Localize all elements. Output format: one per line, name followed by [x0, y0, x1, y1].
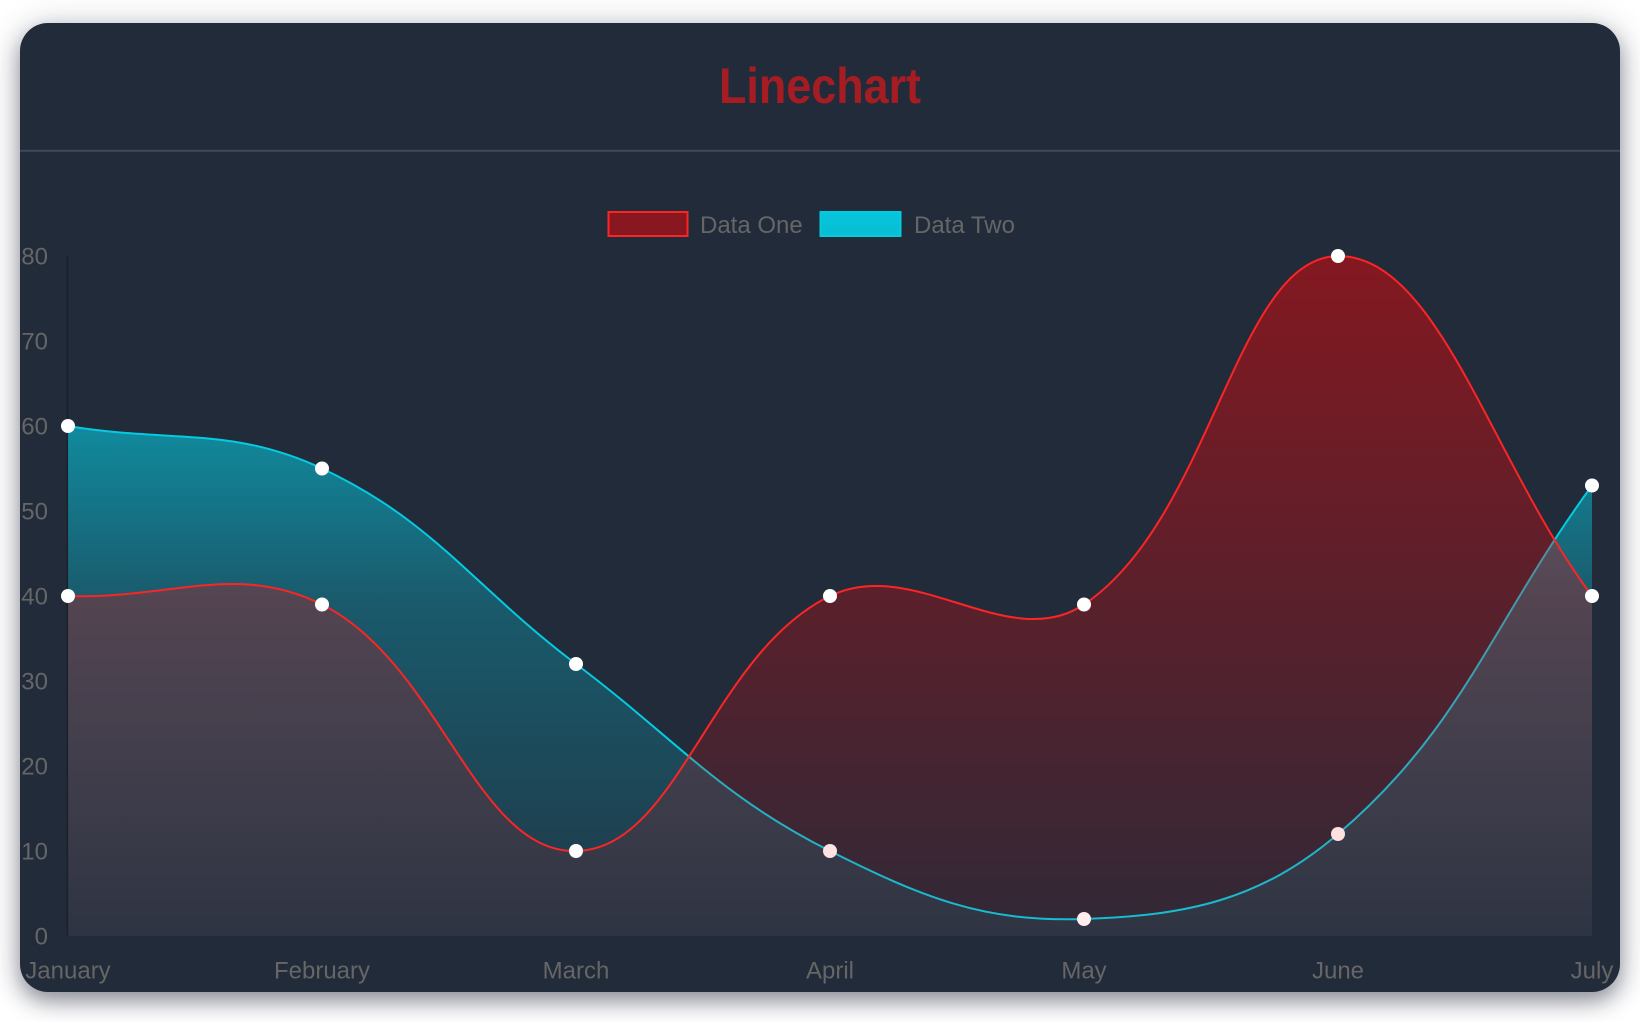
svg-text:50: 50: [21, 499, 48, 526]
svg-text:40: 40: [21, 584, 48, 611]
svg-text:March: March: [543, 958, 610, 985]
svg-text:April: April: [806, 958, 854, 985]
svg-text:60: 60: [21, 414, 48, 441]
svg-text:June: June: [1312, 958, 1364, 985]
svg-text:Linechart: Linechart: [719, 58, 921, 114]
svg-text:70: 70: [21, 329, 48, 356]
svg-text:20: 20: [21, 754, 48, 781]
svg-text:10: 10: [21, 839, 48, 866]
svg-text:Data Two: Data Two: [914, 212, 1015, 239]
svg-text:Data One: Data One: [700, 212, 803, 239]
svg-text:February: February: [274, 958, 370, 985]
svg-text:80: 80: [21, 244, 48, 271]
svg-text:0: 0: [35, 924, 48, 951]
svg-text:30: 30: [21, 669, 48, 696]
svg-text:January: January: [25, 958, 110, 985]
svg-text:July: July: [1571, 958, 1614, 985]
svg-text:May: May: [1061, 958, 1106, 985]
